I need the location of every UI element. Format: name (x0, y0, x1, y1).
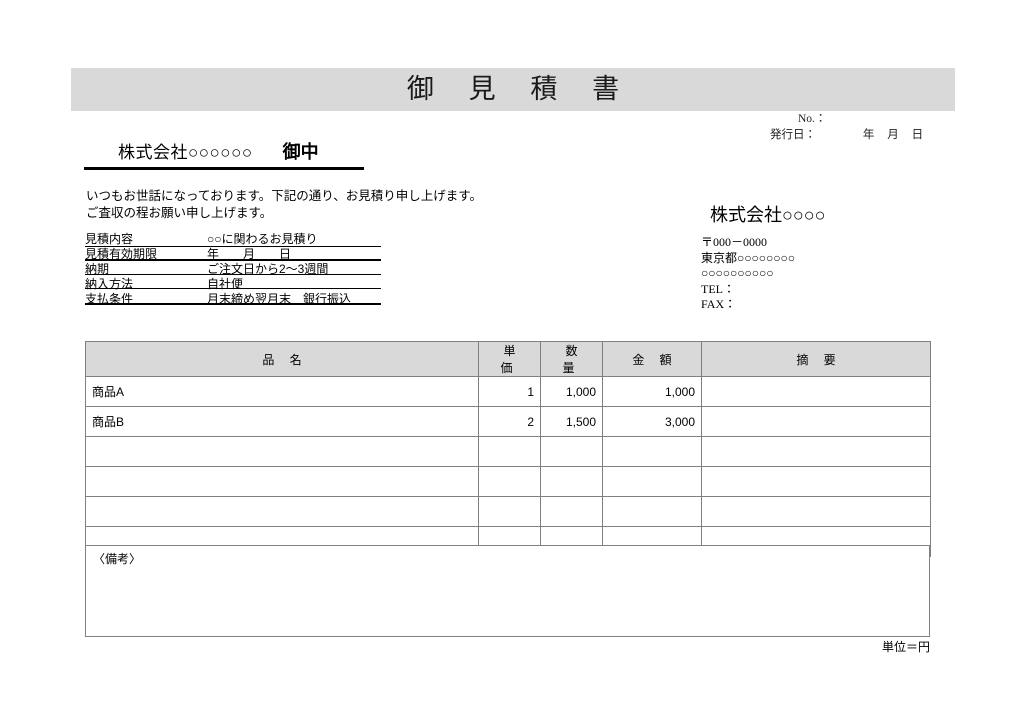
table-row[interactable]: 商品B 2 1,500 3,000 (85, 406, 931, 437)
cell-item-name[interactable]: 商品B (85, 406, 479, 437)
issue-date-blanks: 年 月 日 (862, 129, 929, 141)
column-header-note: 摘 要 (701, 341, 931, 377)
issue-date-row: 発行日： 年 月 日 (770, 127, 960, 143)
table-row[interactable] (85, 466, 931, 497)
addressee-honorific: 御中 (282, 142, 319, 162)
issuer-address-block: 〒000－0000 東京都○○○○○○○○ ○○○○○○○○○○ TEL： FA… (701, 235, 795, 313)
issuer-postal-code: 〒000－0000 (701, 235, 768, 249)
addressee-underline (84, 167, 364, 170)
terms-row-payment: 支払条件 月末締め翌月末 銀行振込 (85, 292, 381, 307)
terms-rule-2 (85, 259, 381, 261)
issuer-tel-label: TEL： (701, 281, 735, 296)
cell-note[interactable] (701, 466, 931, 497)
greeting-text: いつもお世話になっております。下記の通り、お見積り申し上げます。 ご査収の程お願… (86, 188, 546, 222)
column-header-price: 単 価 (478, 341, 541, 377)
cell-quantity[interactable] (540, 496, 603, 527)
terms-row-content: 見積内容 ○○に関わるお見積り (85, 232, 381, 247)
issuer-address-line-2: ○○○○○○○○○○ (701, 266, 774, 280)
column-header-qty: 数 量 (540, 341, 603, 377)
cell-unit-price[interactable] (478, 496, 541, 527)
cell-amount[interactable]: 3,000 (602, 406, 702, 437)
cell-item-name[interactable] (85, 436, 479, 467)
cell-note[interactable] (701, 436, 931, 467)
cell-note[interactable] (701, 406, 931, 437)
terms-key-content: 見積内容 (85, 232, 134, 246)
terms-rule-4 (85, 288, 381, 289)
remarks-box[interactable]: 〈備考〉 (85, 545, 930, 637)
cell-note[interactable] (701, 376, 931, 407)
cell-item-name[interactable] (85, 466, 479, 497)
cell-unit-price[interactable] (478, 436, 541, 467)
page-title: 御 見 積 書 (406, 74, 634, 104)
column-header-name: 品 名 (85, 341, 479, 377)
cell-unit-price[interactable]: 1 (478, 376, 541, 407)
cell-amount[interactable] (602, 496, 702, 527)
greeting-line-2: ご査収の程お願い申し上げます。 (86, 206, 273, 220)
cell-quantity[interactable] (540, 436, 603, 467)
cell-unit-price[interactable]: 2 (478, 406, 541, 437)
terms-value-delivery-method: 自社便 (207, 277, 244, 291)
items-table: 品 名 単 価 数 量 金 額 摘 要 商品A 1 1,000 1,000 商品… (85, 341, 931, 557)
terms-list: 見積内容 ○○に関わるお見積り 見積有効期限 年 月 日 納期 ご注文日から2～3週間… (85, 232, 381, 307)
column-header-amount: 金 額 (602, 341, 702, 377)
cell-quantity[interactable]: 1,500 (540, 406, 603, 437)
issuer-company-name: 株式会社○○○○ (710, 205, 826, 225)
items-header-row: 品 名 単 価 数 量 金 額 摘 要 (85, 341, 931, 377)
terms-key-payment: 支払条件 (85, 292, 134, 306)
issue-date-label: 発行日： (770, 129, 816, 141)
cell-amount[interactable] (602, 436, 702, 467)
terms-row-delivery-time: 納期 ご注文日から2～3週間 (85, 262, 381, 277)
table-row[interactable]: 商品A 1 1,000 1,000 (85, 376, 931, 407)
cell-unit-price[interactable] (478, 466, 541, 497)
terms-row-validity: 見積有効期限 年 月 日 (85, 247, 381, 262)
terms-key-validity: 見積有効期限 (85, 247, 158, 261)
addressee-company: 株式会社○○○○○○ (118, 143, 253, 162)
cell-quantity[interactable] (540, 466, 603, 497)
title-band: 御 見 積 書 (71, 68, 955, 111)
terms-row-delivery-method: 納入方法 自社便 (85, 277, 381, 292)
issuer-fax-label: FAX： (701, 297, 737, 311)
document-number-label: No.： (798, 113, 827, 125)
table-row[interactable] (85, 496, 931, 527)
cell-amount[interactable]: 1,000 (602, 376, 702, 407)
terms-value-content: ○○に関わるお見積り (207, 232, 318, 246)
terms-value-validity: 年 月 日 (207, 247, 292, 261)
cell-note[interactable] (701, 496, 931, 527)
table-row[interactable] (85, 436, 931, 467)
cell-amount[interactable] (602, 466, 702, 497)
terms-rule-1 (85, 246, 381, 247)
document-meta: No.： 発行日： 年 月 日 (770, 111, 960, 143)
terms-rule-5 (85, 303, 381, 305)
terms-rule-3 (85, 274, 381, 275)
cell-item-name[interactable] (85, 496, 479, 527)
remarks-label: 〈備考〉 (93, 552, 142, 566)
greeting-line-1: いつもお世話になっております。下記の通り、お見積り申し上げます。 (86, 189, 483, 203)
terms-value-delivery-time: ご注文日から2～3週間 (207, 262, 329, 276)
issuer-address-line-1: 東京都○○○○○○○○ (701, 250, 795, 265)
terms-value-payment: 月末締め翌月末 銀行振込 (207, 292, 352, 306)
terms-key-delivery-method: 納入方法 (85, 277, 134, 291)
addressee: 株式会社○○○○○○ 御中 (118, 138, 428, 164)
cell-item-name[interactable]: 商品A (85, 376, 479, 407)
terms-key-delivery-time: 納期 (85, 262, 110, 276)
cell-quantity[interactable]: 1,000 (540, 376, 603, 407)
unit-note: 単位＝円 (881, 640, 930, 654)
document-number-row: No.： (770, 111, 960, 127)
